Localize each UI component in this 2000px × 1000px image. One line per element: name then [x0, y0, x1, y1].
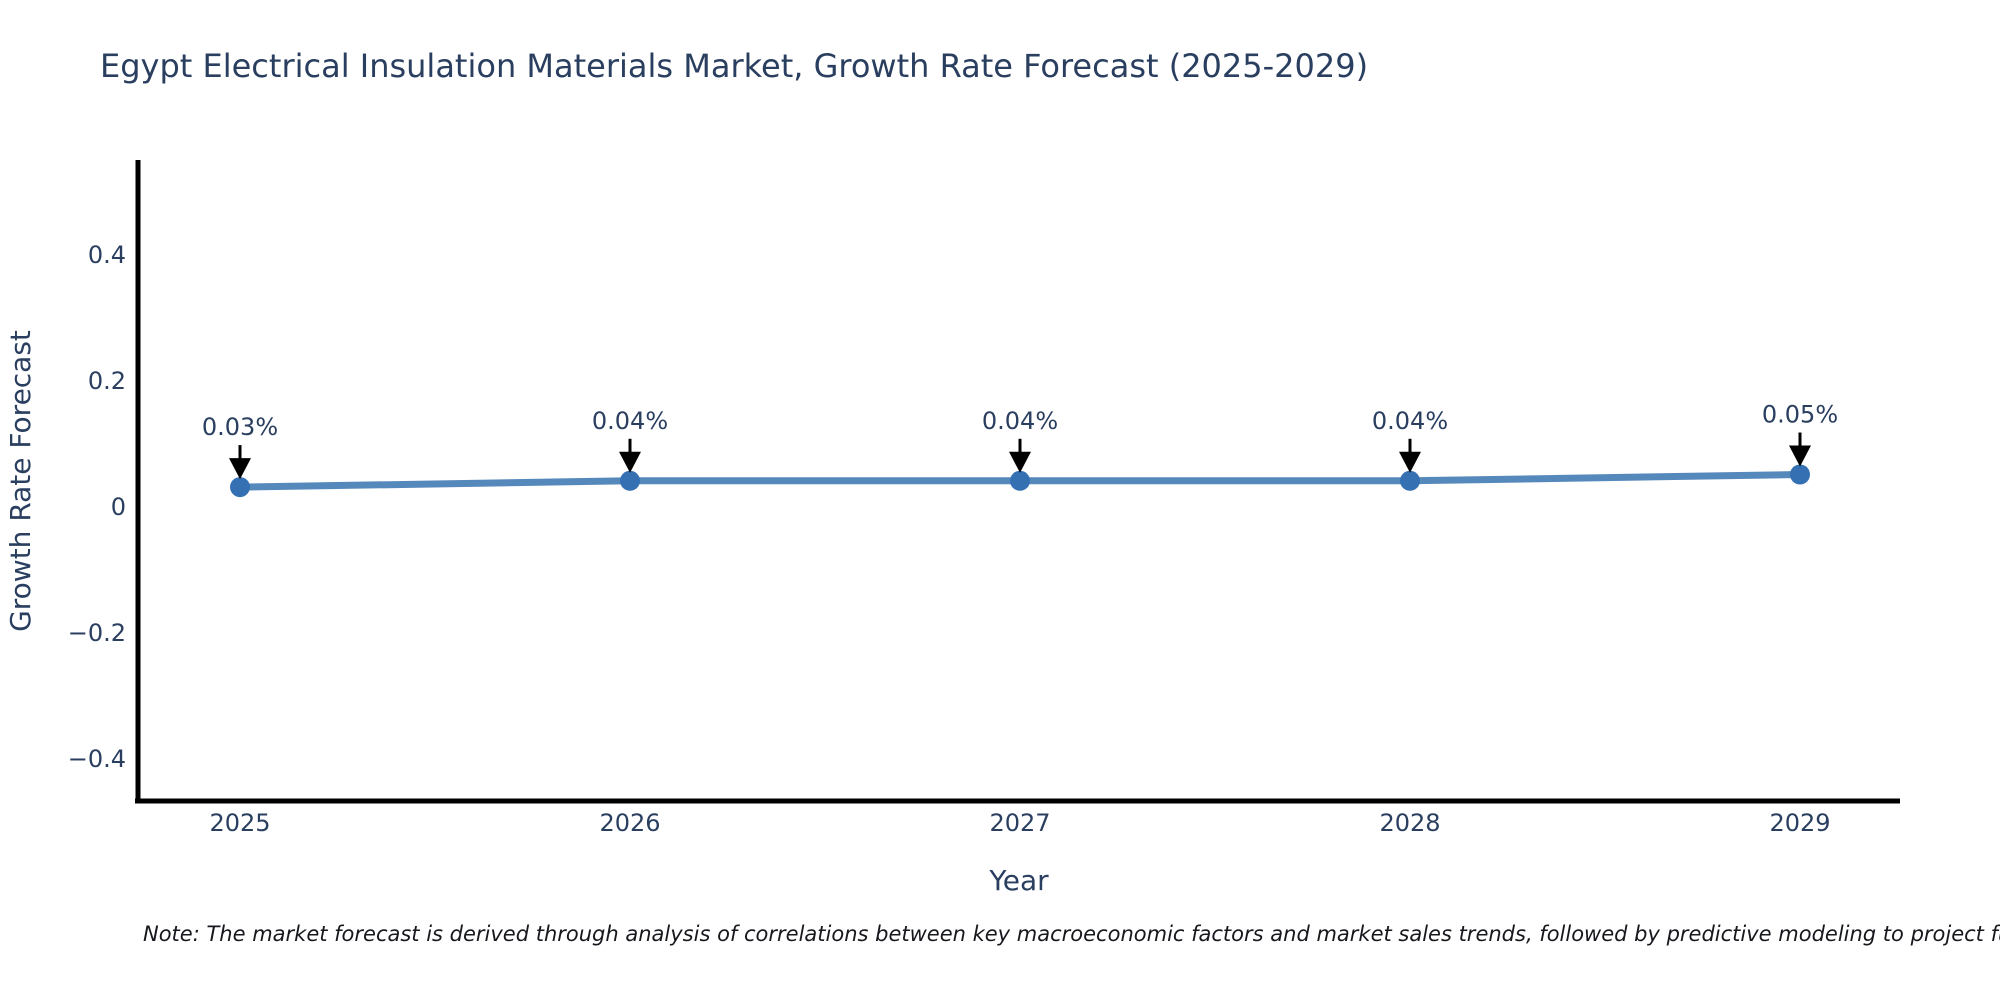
x-tick-label: 2027	[989, 809, 1050, 837]
x-tick-label: 2026	[599, 809, 660, 837]
data-point-markers	[230, 464, 1810, 498]
y-tick-label: 0.2	[88, 367, 126, 395]
y-tick-label: −0.4	[68, 745, 126, 773]
footnote: Note: The market forecast is derived thr…	[143, 922, 2000, 946]
data-point-marker	[230, 477, 250, 498]
annotation-arrowhead	[229, 458, 251, 480]
annotation-arrowhead	[1009, 451, 1031, 473]
data-point-annotations: 0.03% 0.04% 0.04% 0.04% 0.05%	[202, 401, 1838, 480]
data-point-label: 0.03%	[202, 413, 278, 441]
data-point-annotation: 0.05%	[1762, 401, 1838, 467]
x-tick-label: 2028	[1379, 809, 1440, 837]
annotation-arrowhead	[1789, 445, 1811, 467]
x-tick-label: 2029	[1769, 809, 1830, 837]
y-tick-label: 0	[111, 493, 126, 521]
annotation-arrowhead	[1399, 451, 1421, 473]
x-axis-title: Year	[988, 864, 1049, 897]
annotation-arrowhead	[619, 451, 641, 473]
data-point-annotation: 0.04%	[592, 407, 668, 473]
data-point-label: 0.04%	[1372, 407, 1448, 435]
data-point-annotation: 0.04%	[982, 407, 1058, 473]
data-point-label: 0.05%	[1762, 401, 1838, 429]
data-point-marker	[1400, 470, 1420, 491]
y-tick-label: 0.4	[88, 241, 126, 269]
x-tick-label: 2025	[209, 809, 270, 837]
y-tick-label: −0.2	[68, 619, 126, 647]
data-point-annotation: 0.03%	[202, 413, 278, 480]
chart-title: Egypt Electrical Insulation Materials Ma…	[100, 47, 1369, 85]
data-point-annotation: 0.04%	[1372, 407, 1448, 473]
data-point-marker	[620, 470, 640, 491]
data-point-marker	[1790, 464, 1810, 485]
y-axis-title: Growth Rate Forecast	[4, 330, 37, 632]
data-point-marker	[1010, 470, 1030, 491]
x-axis-tick-labels: 2025 2026 2027 2028 2029	[209, 809, 1830, 837]
data-point-label: 0.04%	[982, 407, 1058, 435]
data-point-label: 0.04%	[592, 407, 668, 435]
y-axis-tick-labels: 0.4 0.2 0 −0.2 −0.4	[68, 241, 126, 773]
